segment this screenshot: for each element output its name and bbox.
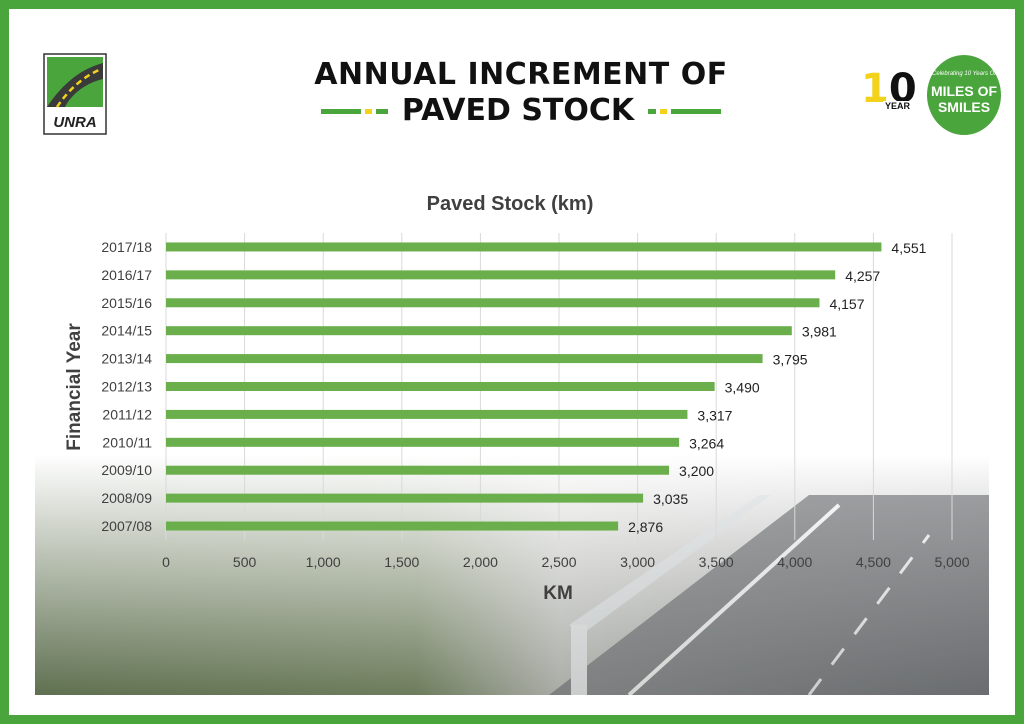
x-tick-label: 1,000 bbox=[306, 554, 341, 570]
unra-logo: UNRA bbox=[43, 53, 107, 135]
bar bbox=[166, 242, 882, 252]
smiles-text: SMILES bbox=[937, 99, 991, 115]
bar bbox=[166, 270, 836, 280]
title-line-1: ANNUAL INCREMENT OF bbox=[314, 57, 728, 92]
category-label: 2013/14 bbox=[101, 351, 152, 367]
value-label: 2,876 bbox=[628, 519, 663, 535]
value-label: 3,200 bbox=[679, 463, 714, 479]
category-label: 2008/09 bbox=[101, 490, 152, 506]
chart-x-tick-labels: 0 500 1,000 1,500 2,000 2,500 3,000 3,500 4,000 4… bbox=[162, 554, 970, 570]
x-tick-label: 0 bbox=[162, 554, 170, 570]
miles-of-text: MILES OF bbox=[930, 83, 998, 99]
value-label: 3,264 bbox=[689, 435, 724, 451]
category-label: 2014/15 bbox=[101, 323, 152, 339]
x-tick-label: 2,000 bbox=[463, 554, 498, 570]
value-label: 3,981 bbox=[802, 324, 837, 340]
category-label: 2009/10 bbox=[101, 462, 152, 478]
unra-logo-text: UNRA bbox=[53, 114, 96, 131]
year-label: YEAR bbox=[883, 101, 913, 111]
category-label: 2015/16 bbox=[101, 295, 152, 311]
bar bbox=[166, 298, 820, 308]
x-tick-label: 2,500 bbox=[541, 554, 576, 570]
bar bbox=[166, 521, 619, 531]
category-label: 2016/17 bbox=[101, 267, 152, 283]
x-tick-label: 4,500 bbox=[856, 554, 891, 570]
x-tick-label: 1,500 bbox=[384, 554, 419, 570]
y-axis-label: Financial Year bbox=[64, 323, 85, 451]
miles-of-smiles-logo: 10 YEAR Celebrating 10 Years Of MILES OF… bbox=[861, 55, 1001, 139]
title-line-2: PAVED STOCK bbox=[401, 93, 635, 128]
bar bbox=[166, 409, 688, 419]
title-dash-right bbox=[648, 108, 722, 114]
value-label: 3,035 bbox=[653, 491, 688, 507]
chart-value-labels: 4,551 4,257 4,157 3,981 3,795 3,490 3,317 3,264… bbox=[628, 240, 927, 535]
bar bbox=[166, 354, 763, 364]
x-tick-label: 4,000 bbox=[777, 554, 812, 570]
page-title: ANNUAL INCREMENT OF PAVED STOCK bbox=[271, 57, 771, 129]
miles-of-smiles-circle: Celebrating 10 Years Of MILES OF SMILES bbox=[927, 55, 1001, 135]
chart-bars bbox=[166, 242, 882, 531]
title-dash-left bbox=[320, 108, 388, 114]
category-label: 2011/12 bbox=[102, 406, 152, 422]
value-label: 4,157 bbox=[829, 296, 864, 312]
chart-title: Paved Stock (km) bbox=[427, 193, 594, 215]
value-label: 4,551 bbox=[891, 240, 926, 256]
x-tick-label: 3,000 bbox=[620, 554, 655, 570]
bar bbox=[166, 493, 644, 503]
x-tick-label: 5,000 bbox=[934, 554, 969, 570]
x-tick-label: 500 bbox=[233, 554, 257, 570]
x-axis-label: KM bbox=[543, 583, 573, 604]
value-label: 3,317 bbox=[697, 407, 732, 423]
category-label: 2012/13 bbox=[101, 379, 152, 395]
category-label: 2010/11 bbox=[102, 434, 152, 450]
value-label: 4,257 bbox=[845, 268, 880, 284]
road-illustration bbox=[549, 495, 989, 695]
bar bbox=[166, 437, 680, 447]
x-tick-label: 3,500 bbox=[699, 554, 734, 570]
bar bbox=[166, 465, 670, 475]
bar bbox=[166, 382, 715, 391]
value-label: 3,490 bbox=[725, 380, 760, 396]
category-label: 2007/08 bbox=[101, 518, 152, 534]
celebrating-text: Celebrating 10 Years Of bbox=[932, 71, 996, 77]
bar bbox=[166, 326, 792, 336]
value-label: 3,795 bbox=[773, 352, 808, 368]
category-label: 2017/18 bbox=[101, 239, 152, 255]
chart-category-labels: 2017/18 2016/17 2015/16 2014/15 2013/14 2012/… bbox=[101, 239, 152, 534]
